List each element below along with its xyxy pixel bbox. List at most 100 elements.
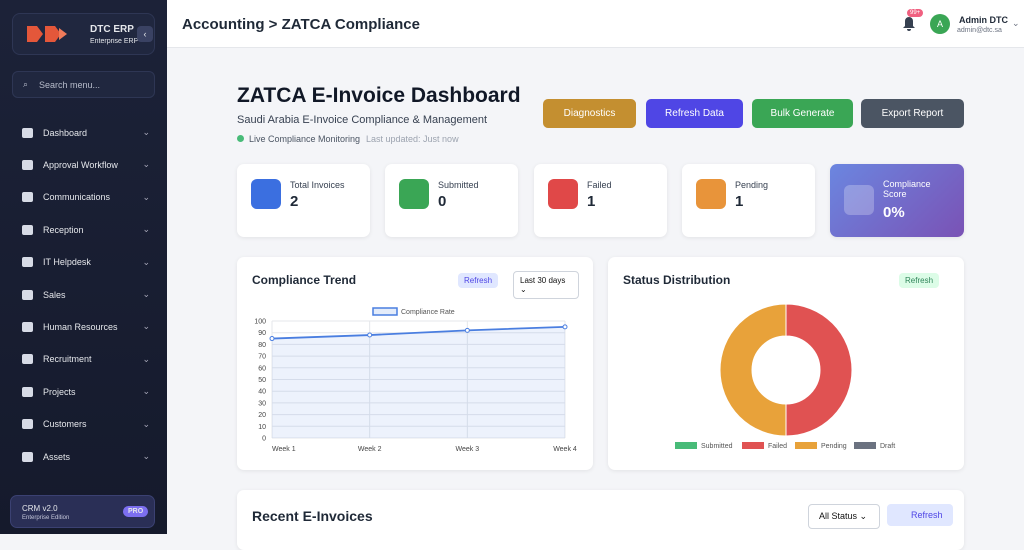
recent-panel: Recent E-Invoices All Status ⌄ Refresh — [237, 490, 964, 550]
menu-icon — [22, 419, 33, 430]
search-icon: ⌕ — [23, 79, 29, 89]
menu-chevron: ⌄ — [142, 418, 150, 429]
menu-chevron: ⌄ — [142, 451, 150, 461]
stat-value: 0 — [438, 193, 447, 210]
menu-item[interactable]: Assets ⌄ — [22, 451, 150, 462]
menu-label: Human Resources — [43, 321, 118, 332]
trend-panel: Compliance Trend Refresh Last 30 days ⌄ — [237, 257, 593, 470]
export-report-button[interactable]: Export Report — [861, 99, 964, 128]
menu-item[interactable]: Customers ⌄ — [22, 419, 150, 430]
collapse-button[interactable]: ‹ — [137, 26, 153, 42]
brand-box: DTC ERP Enterprise ERP ‹ — [12, 13, 155, 55]
stat-value: 1 — [735, 193, 744, 210]
search-input[interactable]: ⌕ Search menu... — [12, 71, 155, 98]
menu-chevron: ⌄ — [142, 127, 150, 137]
stat-label: Submitted — [438, 180, 479, 190]
menu-icon — [22, 159, 33, 170]
menu-icon — [22, 257, 33, 268]
stat-card: Submitted 0 — [385, 164, 518, 237]
stat-value: 1 — [587, 193, 596, 210]
recent-refresh[interactable]: Refresh — [887, 504, 953, 526]
stat-icon — [696, 179, 726, 209]
last-updated: Last updated: Just now — [366, 134, 459, 144]
menu-chevron: ⌄ — [142, 321, 150, 332]
stat-icon — [844, 185, 874, 215]
menu-label: Reception — [43, 224, 84, 235]
recent-title: Recent E-Invoices — [252, 508, 373, 524]
stat-card: Failed 1 — [534, 164, 667, 237]
menu-chevron: ⌄ — [142, 191, 150, 202]
diagnostics-button[interactable]: Diagnostics — [543, 99, 636, 128]
status-refresh[interactable]: Refresh — [899, 273, 940, 288]
stat-card: Pending 1 — [682, 164, 815, 237]
menu-item[interactable]: Approval Workflow ⌄ — [22, 159, 150, 170]
bulk-generate-button[interactable]: Bulk Generate — [752, 99, 853, 128]
stat-card: Total Invoices 2 — [237, 164, 370, 237]
menu-label: Sales — [43, 289, 66, 300]
status-filter[interactable]: All Status ⌄ — [808, 504, 880, 529]
menu-chevron: ⌄ — [142, 224, 150, 235]
menu-icon — [22, 192, 33, 203]
menu-chevron: ⌄ — [142, 353, 150, 364]
menu-chevron: ⌄ — [142, 386, 150, 397]
stat-value: 0% — [883, 204, 905, 221]
menu-item[interactable]: Reception ⌄ — [22, 224, 150, 235]
bell-icon[interactable] — [902, 16, 916, 32]
page-subtitle: Saudi Arabia E-Invoice Compliance & Mana… — [237, 114, 488, 126]
menu-icon — [22, 224, 33, 235]
trend-range-text: Last 30 days — [520, 276, 566, 285]
menu-icon — [22, 321, 33, 332]
menu-label: Communications — [43, 192, 111, 203]
trend-title: Compliance Trend — [252, 273, 357, 287]
version: CRM v2.0 — [22, 504, 58, 513]
menu-label: Assets — [43, 451, 71, 462]
breadcrumb: Accounting > ZATCA Compliance — [182, 16, 420, 33]
menu-icon — [22, 354, 33, 365]
stat-label: Total Invoices — [290, 180, 345, 190]
stat-value: 2 — [290, 193, 299, 210]
stat-icon — [399, 179, 429, 209]
status-title: Status Distribution — [623, 273, 731, 287]
user-name: Admin DTC — [959, 15, 1008, 25]
stat-label: Pending — [735, 180, 769, 190]
avatar[interactable]: A — [930, 14, 950, 34]
menu-item[interactable]: Projects ⌄ — [22, 386, 150, 397]
menu-icon — [22, 127, 33, 138]
menu-item[interactable]: Recruitment ⌄ — [22, 354, 150, 365]
brand: DTC ERP — [90, 24, 134, 35]
pro-badge: PRO — [123, 506, 149, 517]
menu-item[interactable]: Communications ⌄ — [22, 192, 150, 203]
edition: Enterprise ERP — [90, 38, 138, 45]
page-title: ZATCA E-Invoice Dashboard — [237, 84, 521, 107]
user-menu-caret[interactable]: ⌄ — [1012, 18, 1020, 28]
menu-item[interactable]: Human Resources ⌄ — [22, 321, 150, 332]
user-email: admin@dtc.sa — [957, 27, 1002, 34]
menu-item[interactable]: IT Helpdesk ⌄ — [22, 257, 150, 268]
menu-label: Projects — [43, 386, 76, 397]
status-filter-text: All Status — [819, 511, 858, 521]
menu-chevron: ⌄ — [142, 256, 150, 267]
menu-item[interactable]: Dashboard ⌄ — [22, 127, 150, 138]
sidebar: DTC ERP Enterprise ERP ‹ ⌕ Search menu...… — [0, 0, 167, 534]
menu-label: Recruitment — [43, 354, 92, 365]
trend-refresh[interactable]: Refresh — [458, 273, 499, 288]
menu-label: IT Helpdesk — [43, 257, 91, 268]
refresh-data-button[interactable]: Refresh Data — [646, 99, 743, 128]
notification-badge: 99+ — [907, 9, 924, 17]
menu-chevron: ⌄ — [142, 159, 150, 170]
menu-icon — [22, 289, 33, 300]
menu-chevron: ⌄ — [142, 289, 150, 299]
logo — [27, 26, 67, 42]
live-status: Live Compliance Monitoring — [249, 134, 361, 144]
stat-card: Compliance Score 0% — [830, 164, 964, 237]
trend-range[interactable]: Last 30 days ⌄ — [513, 271, 579, 299]
header: Accounting > ZATCA Compliance 99+ A Admi… — [167, 0, 1024, 48]
stat-icon — [548, 179, 578, 209]
menu-item[interactable]: Sales ⌄ — [22, 289, 150, 300]
search-placeholder: Search menu... — [39, 80, 101, 90]
stat-label: Compliance Score — [883, 179, 931, 199]
live-dot — [237, 135, 244, 142]
menu-icon — [22, 451, 33, 462]
